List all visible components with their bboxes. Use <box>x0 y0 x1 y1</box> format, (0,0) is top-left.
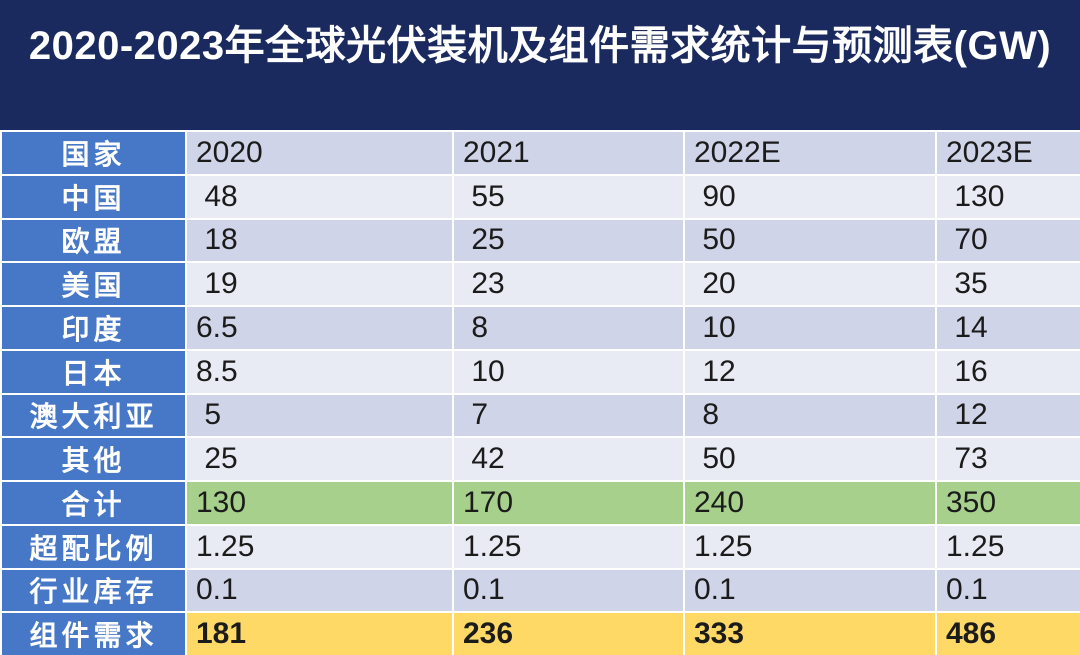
value-cell: 8 <box>685 394 935 437</box>
value-cell: 42 <box>454 438 683 480</box>
value-cell: 12 <box>937 394 1080 437</box>
total-value-cell: 350 <box>937 482 1080 524</box>
row-label-cell: 其他 <box>2 438 185 480</box>
value-cell: 73 <box>937 438 1080 480</box>
value-cell: 25 <box>187 438 452 480</box>
value-cell: 0.1 <box>187 569 452 612</box>
row-label-cell: 澳大利亚 <box>2 394 185 437</box>
value-cell: 0.1 <box>454 569 683 612</box>
value-cell: 18 <box>187 219 452 262</box>
year-header-cell: 2022E <box>685 132 935 174</box>
row-label-cell: 日本 <box>2 350 185 393</box>
demand-value-cell: 236 <box>454 613 683 655</box>
value-cell: 1.25 <box>685 525 935 568</box>
value-cell: 23 <box>454 263 683 305</box>
row-label-cell: 中国 <box>2 175 185 218</box>
value-cell: 50 <box>685 438 935 480</box>
demand-value-cell: 181 <box>187 613 452 655</box>
value-cell: 0.1 <box>685 569 935 612</box>
value-cell: 130 <box>937 175 1080 218</box>
row-label-cell: 合计 <box>2 482 185 524</box>
value-cell: 6.5 <box>187 307 452 349</box>
value-cell: 25 <box>454 219 683 262</box>
total-value-cell: 130 <box>187 482 452 524</box>
value-cell: 35 <box>937 263 1080 305</box>
row-label-cell: 行业库存 <box>2 569 185 612</box>
value-cell: 55 <box>454 175 683 218</box>
total-value-cell: 170 <box>454 482 683 524</box>
value-cell: 1.25 <box>454 525 683 568</box>
value-cell: 1.25 <box>187 525 452 568</box>
value-cell: 0.1 <box>937 569 1080 612</box>
pv-demand-table: 国家 2020 2021 2022E 2023E 中国 48 55 90 130… <box>0 130 1080 655</box>
value-cell: 16 <box>937 350 1080 393</box>
value-cell: 8.5 <box>187 350 452 393</box>
year-header-cell: 2020 <box>187 132 452 174</box>
value-cell: 7 <box>454 394 683 437</box>
value-cell: 14 <box>937 307 1080 349</box>
page-title: 2020-2023年全球光伏装机及组件需求统计与预测表(GW) <box>28 24 1052 68</box>
demand-value-cell: 333 <box>685 613 935 655</box>
title-bar: 2020-2023年全球光伏装机及组件需求统计与预测表(GW) <box>0 0 1080 130</box>
country-header-cell: 国家 <box>2 132 185 174</box>
value-cell: 70 <box>937 219 1080 262</box>
row-label-cell: 印度 <box>2 307 185 349</box>
year-header-cell: 2023E <box>937 132 1080 174</box>
row-label-cell: 组件需求 <box>2 613 185 655</box>
value-cell: 1.25 <box>937 525 1080 568</box>
value-cell: 50 <box>685 219 935 262</box>
year-header-cell: 2021 <box>454 132 683 174</box>
total-value-cell: 240 <box>685 482 935 524</box>
row-label-cell: 欧盟 <box>2 219 185 262</box>
value-cell: 12 <box>685 350 935 393</box>
value-cell: 10 <box>685 307 935 349</box>
value-cell: 48 <box>187 175 452 218</box>
value-cell: 5 <box>187 394 452 437</box>
value-cell: 8 <box>454 307 683 349</box>
value-cell: 90 <box>685 175 935 218</box>
value-cell: 19 <box>187 263 452 305</box>
row-label-cell: 美国 <box>2 263 185 305</box>
value-cell: 10 <box>454 350 683 393</box>
row-label-cell: 超配比例 <box>2 525 185 568</box>
value-cell: 20 <box>685 263 935 305</box>
demand-value-cell: 486 <box>937 613 1080 655</box>
